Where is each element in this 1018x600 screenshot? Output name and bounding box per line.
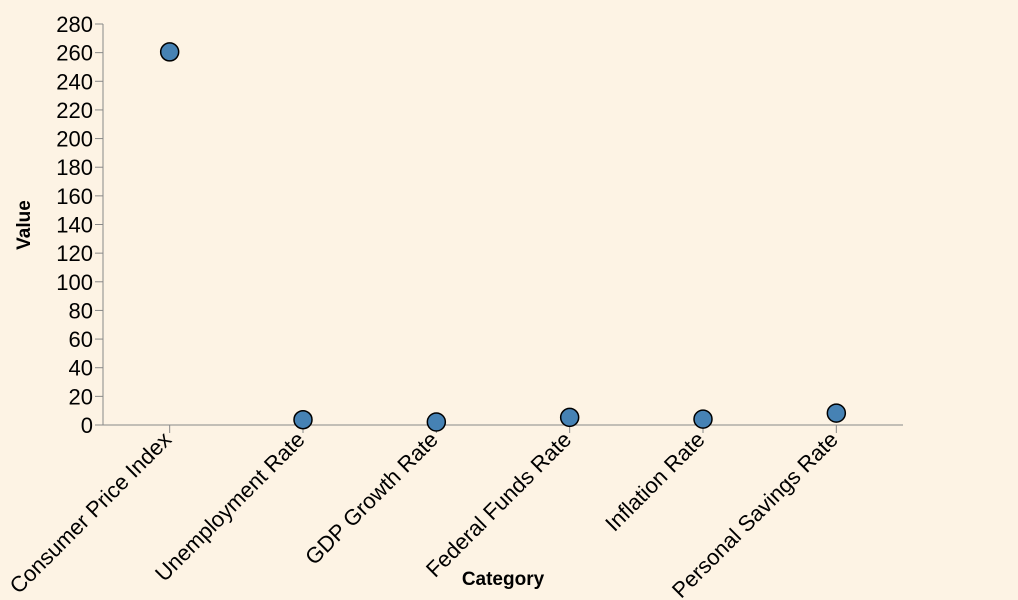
y-tick-label: 0 [81, 413, 93, 438]
y-tick-label: 220 [56, 98, 93, 123]
y-tick-label: 80 [69, 298, 93, 323]
y-tick-label: 160 [56, 184, 93, 209]
data-point [559, 407, 580, 428]
y-tick-label: 120 [56, 241, 93, 266]
y-tick-label: 60 [69, 327, 93, 352]
data-point [293, 409, 313, 430]
y-tick-label: 240 [56, 69, 93, 94]
y-tick-label: 40 [69, 356, 93, 381]
data-point [693, 409, 713, 429]
y-tick-label: 200 [56, 127, 93, 152]
x-tick-label: Federal Funds Rate [421, 427, 576, 582]
x-tick-label: Unemployment Rate [150, 427, 309, 586]
data-point [826, 403, 847, 423]
y-tick-label: 20 [69, 384, 93, 409]
y-tick-label: 280 [56, 12, 93, 37]
x-axis-title: Category [462, 569, 545, 590]
x-tick-label: Consumer Price Index [5, 427, 177, 599]
x-tick-label: GDP Growth Rate [300, 427, 443, 570]
data-points [159, 42, 847, 432]
y-axis-title: Value [14, 200, 35, 250]
y-tick-label: 180 [56, 155, 93, 180]
y-tick-label: 260 [56, 41, 93, 66]
x-tick-label: Inflation Rate [600, 427, 709, 536]
y-axis: 0 20 40 60 80 100 120 140 160 180 200 220 240 260 280 [56, 12, 104, 438]
y-tick-label: 140 [56, 213, 93, 238]
data-point [159, 42, 180, 62]
y-tick-label: 100 [56, 270, 93, 295]
data-point [426, 412, 447, 432]
